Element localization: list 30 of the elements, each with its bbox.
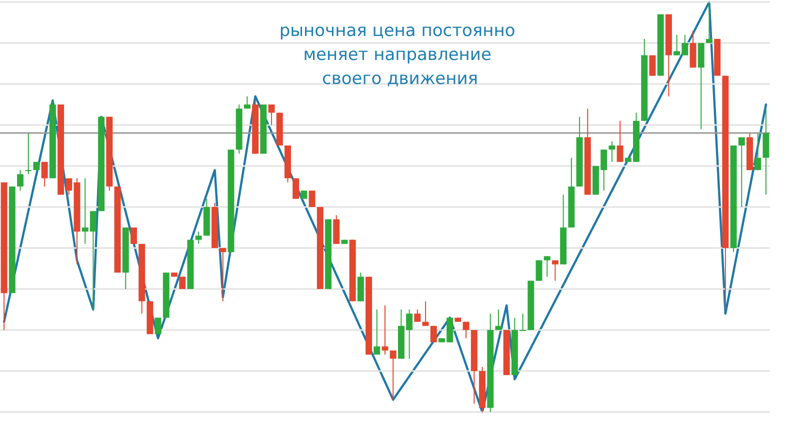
candlestick [308, 190, 316, 208]
candlestick [195, 231, 202, 244]
candlestick [430, 325, 437, 343]
candlestick [244, 96, 250, 110]
candlestick [179, 276, 186, 290]
candlestick [754, 132, 762, 171]
candlestick [154, 317, 162, 335]
text: рыночная цена постоянно меняет направление своего движения [279, 21, 521, 89]
candlestick [268, 104, 275, 126]
candlestick [649, 54, 656, 76]
candlestick [17, 170, 24, 192]
candlestick [292, 178, 300, 200]
candlestick [422, 300, 429, 326]
candlestick [495, 309, 502, 330]
candlestick [25, 132, 32, 175]
candlestick [552, 260, 558, 282]
candlestick [41, 161, 48, 187]
candlestick [374, 309, 380, 356]
candlestick [382, 304, 388, 356]
candlestick [536, 260, 542, 282]
candlestick [616, 120, 624, 162]
candlestick [130, 227, 137, 244]
candlestick [706, 2, 712, 44]
candlestick [414, 309, 421, 322]
candlestick [544, 256, 550, 278]
candlestick [220, 248, 226, 302]
candlestick [608, 140, 616, 162]
candlestick [390, 350, 396, 400]
candlestick [738, 136, 745, 208]
candlestick [462, 321, 470, 339]
